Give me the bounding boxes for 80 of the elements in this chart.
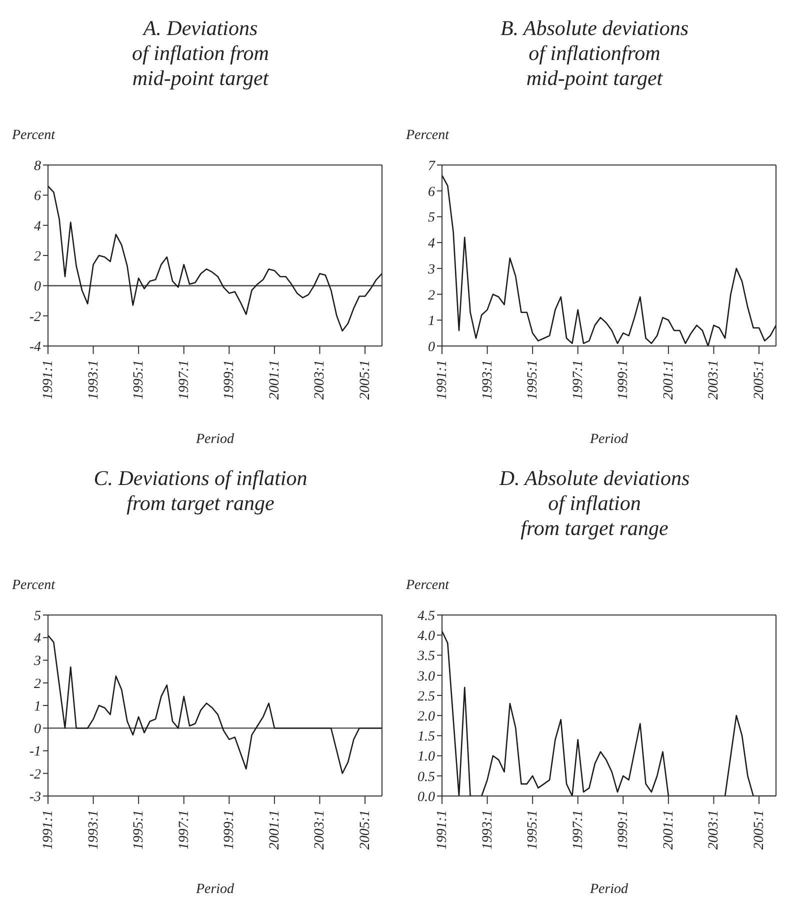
x-tick-label: 1995:1 xyxy=(132,810,147,850)
y-tick-label: 5 xyxy=(428,210,435,226)
y-tick-label: 1.5 xyxy=(418,730,435,745)
x-tick-label: 1991:1 xyxy=(41,360,56,400)
y-tick-label: -4 xyxy=(29,340,41,355)
y-tick-label: 4 xyxy=(34,632,41,647)
x-tick-label: 2001:1 xyxy=(661,360,676,400)
x-tick-label: 1993:1 xyxy=(480,360,496,400)
y-tick-label: 4.5 xyxy=(418,608,435,624)
y-tick-label: 2 xyxy=(428,288,435,304)
x-tick-label: 1995:1 xyxy=(526,360,541,400)
y-tick-label: -2 xyxy=(29,767,41,782)
chart-title: A. Deviations of inflation from mid-point target xyxy=(131,15,270,92)
x-tick-label: 2005:1 xyxy=(752,810,768,850)
y-tick-label: 0 xyxy=(34,722,41,738)
y-tick-label: 1 xyxy=(34,699,41,714)
x-tick-label: 1991:1 xyxy=(435,810,450,850)
x-tick-label: 1991:1 xyxy=(435,360,450,400)
x-tick-label: 1995:1 xyxy=(526,810,541,850)
y-tick-label: 7 xyxy=(428,158,436,174)
x-tick-label: 2003:1 xyxy=(312,810,328,850)
y-tick-label: 2.5 xyxy=(418,689,435,704)
x-tick-label: 1999:1 xyxy=(222,360,238,400)
x-axis-title: Period xyxy=(194,432,236,447)
x-tick-label: 1997:1 xyxy=(570,810,586,850)
x-tick-label: 2003:1 xyxy=(706,810,722,850)
x-tick-label: 2005:1 xyxy=(358,810,374,850)
y-tick-label: 0.0 xyxy=(418,790,435,805)
y-tick-label: 2 xyxy=(34,249,41,264)
y-tick-label: -1 xyxy=(29,744,41,760)
x-tick-label: 1993:1 xyxy=(86,810,102,850)
x-tick-label: 2005:1 xyxy=(358,360,374,400)
x-tick-label: 2001:1 xyxy=(267,360,282,400)
x-tick-label: 1995:1 xyxy=(132,360,147,400)
y-tick-label: 4.0 xyxy=(418,629,435,644)
x-tick-label: 1997:1 xyxy=(176,810,192,850)
y-tick-label: 4 xyxy=(428,236,435,252)
y-axis-title: Percent xyxy=(11,127,56,145)
y-tick-label: 6 xyxy=(34,189,41,204)
x-tick-label: 1993:1 xyxy=(480,810,496,850)
y-tick-label: 1.0 xyxy=(418,750,435,765)
chart-title: D. Absolute deviations of inflation from target range xyxy=(498,465,691,542)
x-tick-label: 2001:1 xyxy=(267,810,282,850)
x-tick-label: 2005:1 xyxy=(752,360,768,400)
x-tick-label: 1999:1 xyxy=(616,810,632,850)
y-tick-label: 4 xyxy=(34,219,41,234)
y-tick-label: 1 xyxy=(428,314,435,330)
x-axis-title: Period xyxy=(588,432,630,447)
x-tick-label: 2001:1 xyxy=(661,810,676,850)
x-tick-label: 2003:1 xyxy=(706,360,722,400)
x-tick-label: 1991:1 xyxy=(41,810,56,850)
x-tick-label: 1997:1 xyxy=(570,360,586,400)
line-series xyxy=(48,185,382,332)
y-tick-label: -3 xyxy=(29,790,41,805)
x-axis-title: Period xyxy=(194,882,236,897)
y-axis-title: Percent xyxy=(405,127,450,145)
y-tick-label: 3 xyxy=(33,654,41,670)
y-tick-label: 2.0 xyxy=(418,710,435,725)
chart-title: B. Absolute deviations of inflationfrom mid-point target xyxy=(499,15,690,92)
x-tick-label: 1997:1 xyxy=(176,360,192,400)
x-axis-title: Period xyxy=(588,882,630,897)
y-tick-label: 6 xyxy=(428,184,435,200)
y-tick-label: 0.5 xyxy=(418,770,435,785)
y-axis-title: Percent xyxy=(405,577,450,595)
y-tick-label: 5 xyxy=(34,608,41,624)
y-axis-title: Percent xyxy=(11,577,56,595)
y-tick-label: 0 xyxy=(34,280,41,295)
y-tick-label: 3 xyxy=(427,262,435,278)
x-tick-label: 2003:1 xyxy=(312,360,328,400)
y-tick-label: 3.5 xyxy=(416,649,435,664)
line-series xyxy=(48,634,382,774)
x-tick-label: 1993:1 xyxy=(86,360,102,400)
y-tick-label: 3.0 xyxy=(416,669,435,684)
y-tick-label: 2 xyxy=(34,676,41,692)
x-tick-label: 1999:1 xyxy=(222,810,238,850)
y-tick-label: 0 xyxy=(428,340,435,355)
chart-title: C. Deviations of inflation from target range xyxy=(92,465,308,517)
y-tick-label: -2 xyxy=(29,310,41,325)
x-tick-label: 1999:1 xyxy=(616,360,632,400)
y-tick-label: 8 xyxy=(34,158,41,174)
